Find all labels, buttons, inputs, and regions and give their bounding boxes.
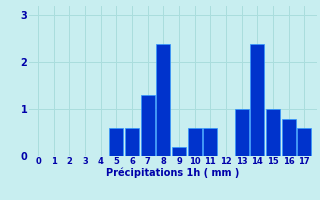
Bar — [297, 128, 311, 156]
Bar — [109, 128, 124, 156]
Bar — [156, 44, 171, 156]
Bar — [172, 147, 186, 156]
Bar — [125, 128, 139, 156]
Bar — [203, 128, 217, 156]
Bar — [188, 128, 202, 156]
X-axis label: Précipitations 1h ( mm ): Précipitations 1h ( mm ) — [106, 168, 239, 178]
Bar — [282, 118, 296, 156]
Bar — [250, 44, 264, 156]
Bar — [141, 95, 155, 156]
Bar — [235, 109, 249, 156]
Bar — [266, 109, 280, 156]
